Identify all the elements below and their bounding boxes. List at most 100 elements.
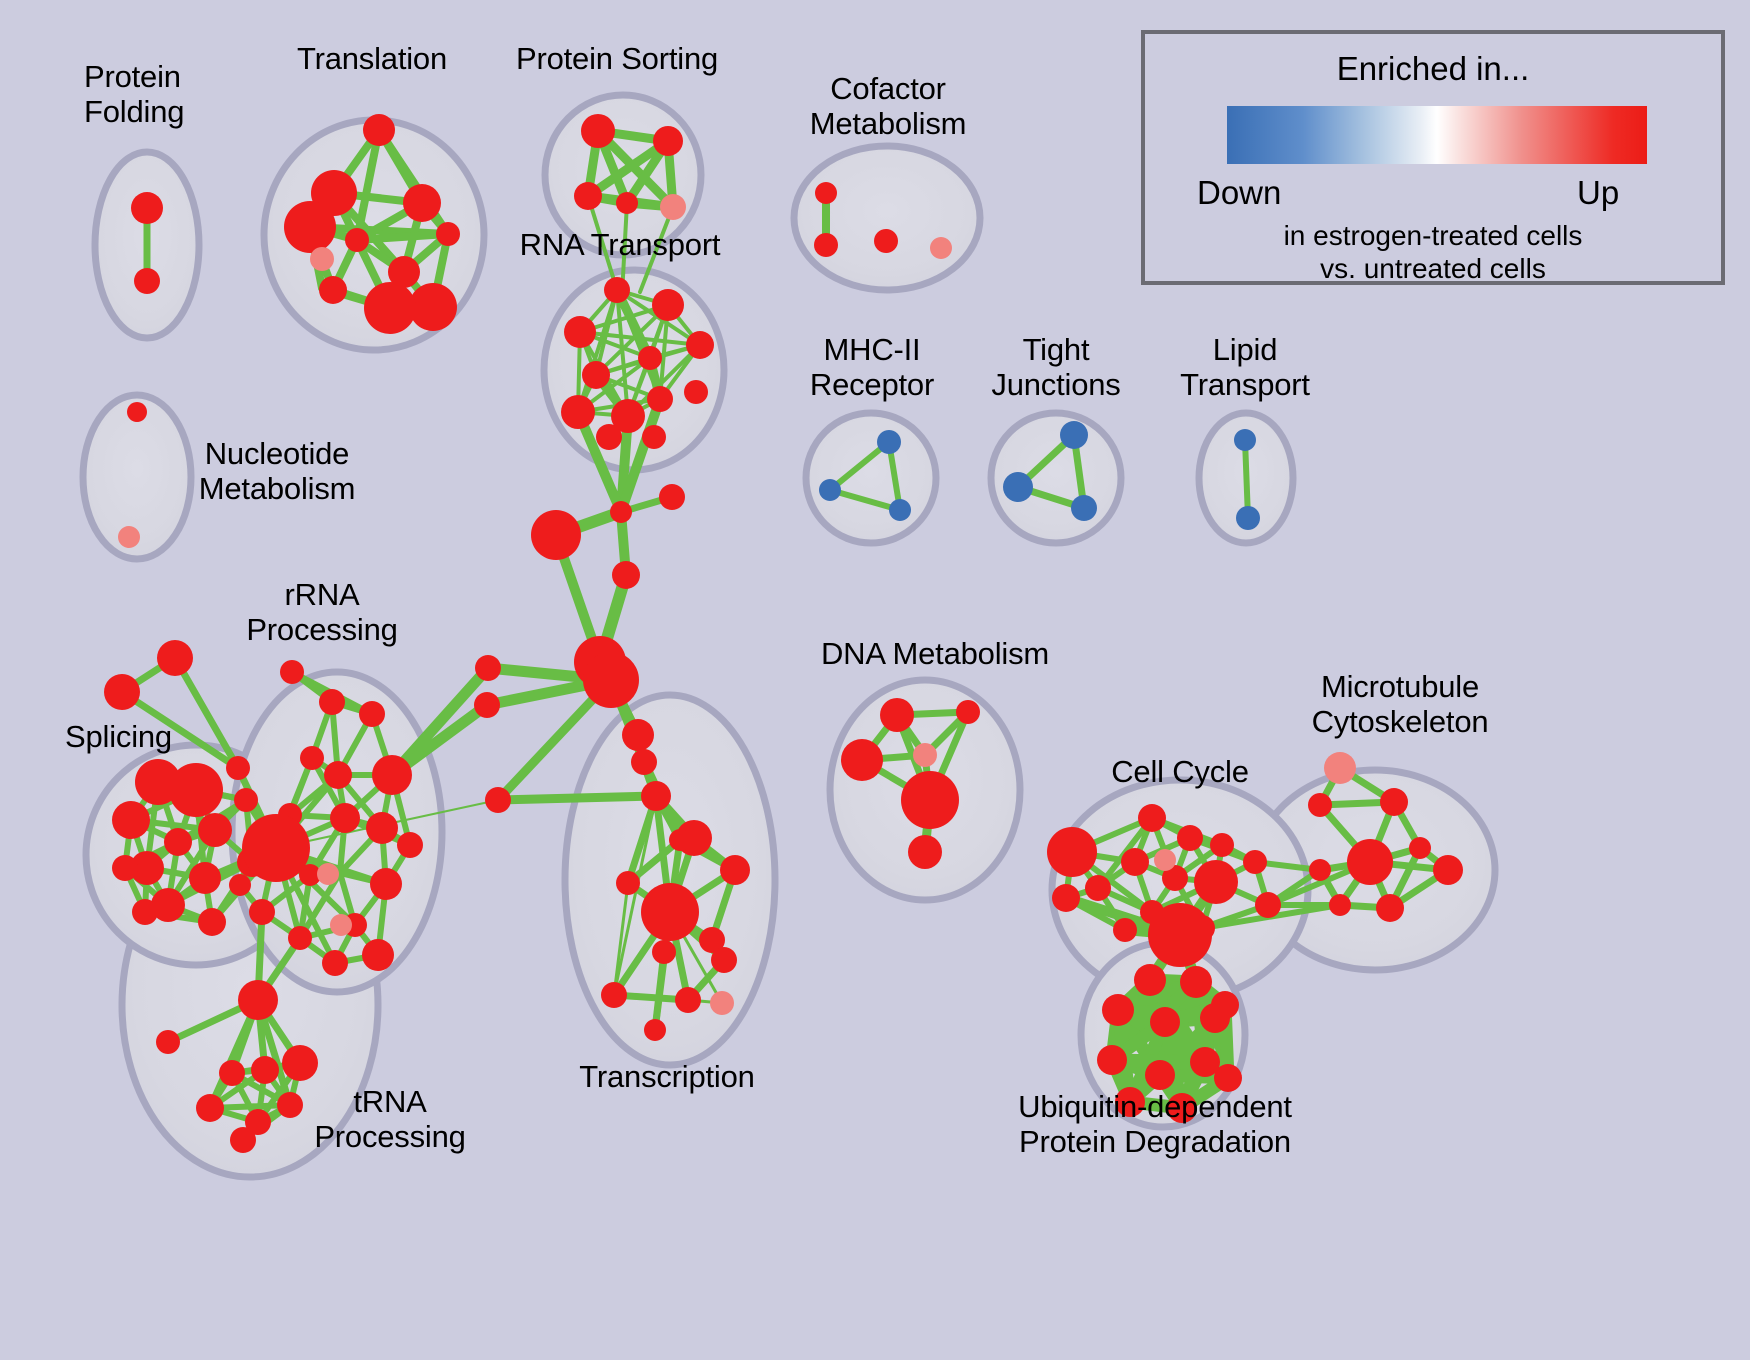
legend-subtitle-line1: in estrogen-treated cells xyxy=(1283,220,1583,251)
node xyxy=(118,526,140,548)
node xyxy=(1347,839,1393,885)
node xyxy=(1145,1060,1175,1090)
node xyxy=(1167,1093,1197,1123)
node xyxy=(1409,837,1431,859)
node xyxy=(242,814,310,882)
node xyxy=(616,192,638,214)
node xyxy=(134,268,160,294)
node xyxy=(364,282,416,334)
node xyxy=(151,888,185,922)
node xyxy=(345,228,369,252)
node xyxy=(322,950,348,976)
cluster-label-splicing: Splicing xyxy=(65,719,172,754)
node xyxy=(819,479,841,501)
node xyxy=(131,192,163,224)
node xyxy=(1210,833,1234,857)
node xyxy=(1380,788,1408,816)
node xyxy=(638,346,662,370)
node xyxy=(198,908,226,936)
cluster-label-rrna-processing: rRNA Processing xyxy=(246,577,398,647)
node xyxy=(363,114,395,146)
node xyxy=(583,652,639,708)
legend-color-gradient xyxy=(1227,106,1647,164)
node xyxy=(815,182,837,204)
node xyxy=(616,871,640,895)
node xyxy=(1148,903,1212,967)
cluster-label-mhc-ii-receptor: MHC-II Receptor xyxy=(809,332,935,402)
node xyxy=(409,283,457,331)
node xyxy=(908,835,942,869)
node xyxy=(631,749,657,775)
node xyxy=(372,755,412,795)
node xyxy=(319,689,345,715)
cluster-label-transcription: Transcription xyxy=(579,1059,755,1094)
node xyxy=(913,743,937,767)
node xyxy=(284,201,336,253)
node xyxy=(652,940,676,964)
legend-title: Enriched in... xyxy=(1336,50,1530,87)
node xyxy=(474,692,500,718)
node xyxy=(582,361,610,389)
node xyxy=(485,787,511,813)
cluster-label-tight-junctions: Tight Junctions xyxy=(991,332,1121,402)
node xyxy=(659,484,685,510)
node xyxy=(317,863,339,885)
node xyxy=(1194,860,1238,904)
node xyxy=(1047,827,1097,877)
node xyxy=(684,380,708,404)
node xyxy=(229,874,251,896)
node xyxy=(1097,1045,1127,1075)
node xyxy=(1329,894,1351,916)
node xyxy=(436,222,460,246)
node xyxy=(359,701,385,727)
cluster-label-rna-transport: RNA Transport xyxy=(519,227,721,262)
node xyxy=(219,1060,245,1086)
node xyxy=(130,851,164,885)
legend-subtitle-line2: vs. untreated cells xyxy=(1320,253,1546,284)
node xyxy=(877,430,901,454)
node xyxy=(1177,825,1203,851)
node xyxy=(169,763,223,817)
node xyxy=(1071,495,1097,521)
node xyxy=(1309,859,1331,881)
node xyxy=(644,1019,666,1041)
node xyxy=(1433,855,1463,885)
node xyxy=(622,719,654,751)
node xyxy=(561,395,595,429)
cluster-label-ubiquitin-protein-degradation: Ubiquitin-dependent Protein Degradation xyxy=(1018,1089,1292,1159)
node xyxy=(1324,752,1356,784)
cluster-label-nucleotide-metabolism: Nucleotide Metabolism xyxy=(198,436,356,506)
node xyxy=(230,1127,256,1153)
node xyxy=(1162,865,1188,891)
node xyxy=(1376,894,1404,922)
cluster-label-translation: Translation xyxy=(297,41,447,76)
node xyxy=(612,561,640,589)
node xyxy=(1150,1007,1180,1037)
node xyxy=(310,247,334,271)
node xyxy=(362,939,394,971)
node xyxy=(1214,1064,1242,1092)
node xyxy=(1234,429,1256,451)
node xyxy=(841,739,883,781)
hull-mhc-ii-receptor xyxy=(802,409,940,547)
node xyxy=(196,1094,224,1122)
legend-high-label: Up xyxy=(1577,174,1620,211)
cluster-label-lipid-transport: Lipid Transport xyxy=(1180,332,1310,402)
node xyxy=(403,184,441,222)
node xyxy=(699,927,725,953)
node xyxy=(901,771,959,829)
node xyxy=(1003,472,1033,502)
node xyxy=(1138,804,1166,832)
cluster-label-protein-sorting: Protein Sorting xyxy=(515,41,719,76)
node xyxy=(112,855,138,881)
node xyxy=(641,883,699,941)
node xyxy=(157,640,193,676)
node xyxy=(601,982,627,1008)
node xyxy=(366,812,398,844)
node xyxy=(1121,848,1149,876)
node xyxy=(1180,966,1212,998)
hull-nucleotide-metabolism xyxy=(79,391,195,563)
cluster-label-protein-folding: Protein Folding xyxy=(84,59,185,129)
node xyxy=(675,987,701,1013)
